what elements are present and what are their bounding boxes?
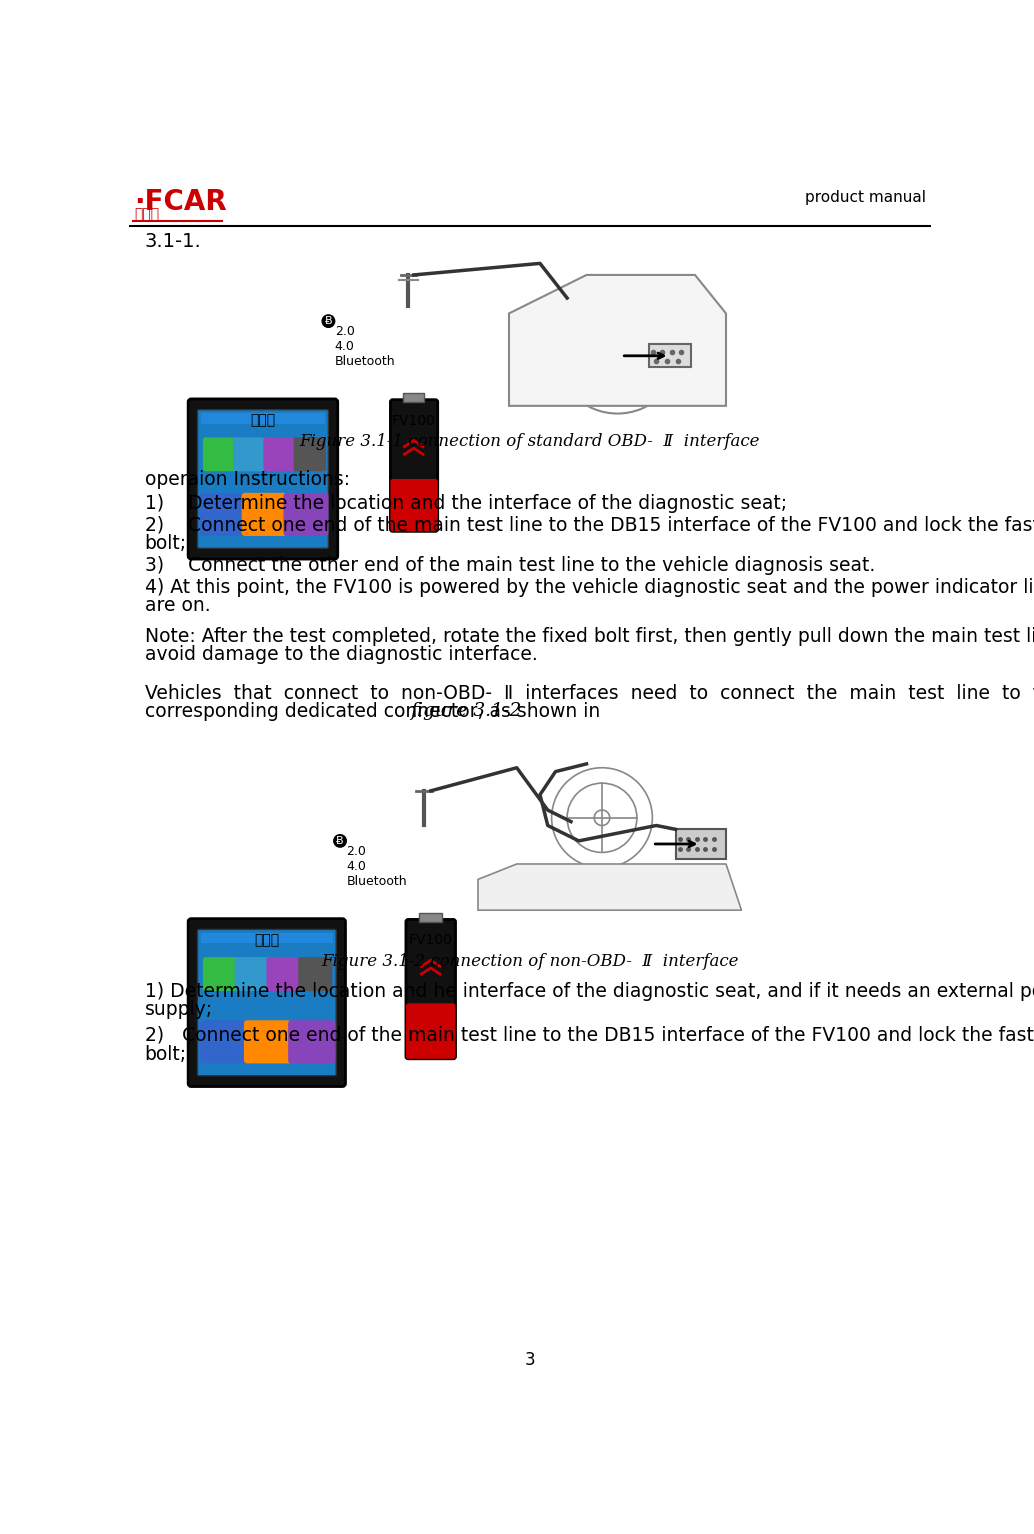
FancyBboxPatch shape xyxy=(298,957,332,991)
FancyBboxPatch shape xyxy=(242,492,286,535)
Text: figure 3.1-2: figure 3.1-2 xyxy=(410,703,522,721)
FancyBboxPatch shape xyxy=(203,437,236,471)
Bar xyxy=(675,830,726,859)
Text: FV100: FV100 xyxy=(392,414,435,428)
Text: bolt;: bolt; xyxy=(145,1045,187,1065)
FancyBboxPatch shape xyxy=(203,957,237,991)
Text: Ƀ: Ƀ xyxy=(325,316,332,327)
Bar xyxy=(419,913,442,922)
Text: FV100: FV100 xyxy=(408,933,453,948)
Text: 2.0
4.0
Bluetooth: 2.0 4.0 Bluetooth xyxy=(346,845,406,888)
Text: corresponding dedicated connector, as shown in: corresponding dedicated connector, as sh… xyxy=(145,703,606,721)
Text: avoid damage to the diagnostic interface.: avoid damage to the diagnostic interface… xyxy=(145,646,538,664)
Polygon shape xyxy=(509,275,726,407)
Text: Ƀ: Ƀ xyxy=(336,836,344,845)
Text: Figure 3.1-2 connection of non-OBD-  Ⅱ  interface: Figure 3.1-2 connection of non-OBD- Ⅱ in… xyxy=(322,953,738,969)
FancyBboxPatch shape xyxy=(264,437,296,471)
Text: 诊断仳: 诊断仳 xyxy=(250,414,275,428)
FancyBboxPatch shape xyxy=(233,437,266,471)
FancyBboxPatch shape xyxy=(188,399,338,558)
Text: 3)    Connect the other end of the main test line to the vehicle diagnosis seat.: 3) Connect the other end of the main tes… xyxy=(145,555,875,575)
FancyBboxPatch shape xyxy=(197,930,336,1075)
FancyBboxPatch shape xyxy=(235,957,269,991)
Bar xyxy=(201,413,326,423)
Text: 3: 3 xyxy=(524,1350,536,1368)
Text: operaion Instructions:: operaion Instructions: xyxy=(145,469,349,489)
Text: 2.0
4.0
Bluetooth: 2.0 4.0 Bluetooth xyxy=(335,325,395,368)
Text: product manual: product manual xyxy=(804,190,926,206)
Text: Figure 3.1-1 connection of standard OBD-  Ⅱ  interface: Figure 3.1-1 connection of standard OBD-… xyxy=(300,433,760,449)
Circle shape xyxy=(333,834,347,848)
FancyBboxPatch shape xyxy=(267,957,301,991)
FancyBboxPatch shape xyxy=(200,1020,247,1063)
FancyBboxPatch shape xyxy=(391,479,437,531)
FancyBboxPatch shape xyxy=(197,410,329,548)
FancyBboxPatch shape xyxy=(288,1020,335,1063)
Text: bolt;: bolt; xyxy=(145,534,187,554)
Bar xyxy=(648,344,691,367)
Text: ·FCAR: ·FCAR xyxy=(133,189,226,216)
Polygon shape xyxy=(478,864,741,910)
Circle shape xyxy=(322,314,335,328)
Text: supply;: supply; xyxy=(145,1000,213,1019)
Text: Note: After the test completed, rotate the fixed bolt first, then gently pull do: Note: After the test completed, rotate t… xyxy=(145,627,1034,646)
Text: 诊断仳: 诊断仳 xyxy=(254,933,279,948)
FancyBboxPatch shape xyxy=(244,1020,292,1063)
Text: 2)   Connect one end of the main test line to the DB15 interface of the FV100 an: 2) Connect one end of the main test line… xyxy=(145,1026,1034,1046)
Text: 3.1-1.: 3.1-1. xyxy=(145,232,202,252)
Text: Vehicles  that  connect  to  non-OBD-  Ⅱ  interfaces  need  to  connect  the  ma: Vehicles that connect to non-OBD- Ⅱ inte… xyxy=(145,684,1034,703)
FancyBboxPatch shape xyxy=(406,1003,456,1058)
FancyBboxPatch shape xyxy=(200,492,245,535)
Text: 愛天元: 愛天元 xyxy=(133,207,159,221)
Text: 1) Determine the location and he interface of the diagnostic seat, and if it nee: 1) Determine the location and he interfa… xyxy=(145,982,1034,1000)
Text: 1)    Determine the location and the interface of the diagnostic seat;: 1) Determine the location and the interf… xyxy=(145,494,787,514)
FancyBboxPatch shape xyxy=(283,492,329,535)
Bar xyxy=(403,393,424,402)
Text: 2)    Connect one end of the main test line to the DB15 interface of the FV100 a: 2) Connect one end of the main test line… xyxy=(145,515,1034,535)
FancyBboxPatch shape xyxy=(406,919,456,1058)
FancyBboxPatch shape xyxy=(391,400,437,531)
FancyBboxPatch shape xyxy=(294,437,326,471)
Bar xyxy=(201,933,333,943)
Text: 4) At this point, the FV100 is powered by the vehicle diagnostic seat and the po: 4) At this point, the FV100 is powered b… xyxy=(145,577,1034,597)
Text: are on.: are on. xyxy=(145,597,210,615)
FancyBboxPatch shape xyxy=(188,919,345,1086)
